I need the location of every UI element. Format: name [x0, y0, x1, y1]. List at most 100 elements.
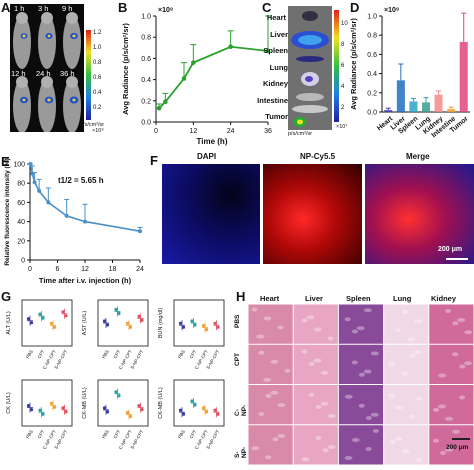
histology-texture: [394, 405, 403, 410]
organ-label-liver: Liver: [270, 29, 288, 39]
time-3h: 3 h: [38, 4, 49, 13]
histology-texture: [438, 373, 447, 378]
histology-texture: [372, 429, 379, 433]
histology-texture: [265, 394, 272, 398]
g-point: [178, 321, 183, 325]
histology-texture: [258, 350, 265, 355]
g-point: [29, 408, 34, 412]
e-xtick-label: 0: [28, 266, 32, 273]
histology-texture: [363, 308, 372, 313]
g-assay-label: CK-MB (U/L): [82, 387, 88, 419]
histology-texture: [459, 364, 466, 369]
mouse-head: [41, 76, 53, 88]
b-xtick-label: 0: [154, 128, 158, 135]
histology-tile: [293, 344, 338, 384]
g-point: [140, 318, 144, 322]
signal-core: [22, 34, 26, 38]
b-ylabel: Avg Radiance (p/s/cm²/sr): [121, 23, 130, 115]
b-ytick-label: 0.6: [141, 56, 151, 63]
g-point: [26, 317, 31, 321]
g-group-label: CPT: [112, 429, 121, 440]
histology-tile: [429, 425, 474, 465]
h-col-heart: Heart: [260, 294, 280, 303]
histology-tile: [384, 385, 429, 425]
e-point: [32, 180, 37, 185]
histology-texture: [406, 337, 415, 342]
g-point: [216, 412, 220, 416]
histology-texture: [433, 407, 440, 412]
g-plot-frame: [97, 379, 149, 427]
f-title-merge: Merge: [406, 152, 430, 161]
mouse-body: [63, 79, 81, 133]
histology-texture: [301, 457, 310, 462]
signal-core: [72, 34, 76, 38]
histology-texture: [351, 329, 358, 334]
e-ytick-label: 0: [21, 258, 25, 265]
organ-label-kidney: Kidney: [262, 79, 288, 88]
histology-texture: [344, 394, 353, 399]
g-assay-label: ALT (U/L): [6, 311, 12, 334]
g-point: [102, 319, 107, 323]
panel-a-colorbar: [86, 30, 91, 120]
g-assay-label: CK-MB (U/L): [158, 387, 164, 419]
e-xtick-label: 6: [56, 266, 60, 273]
histology-texture: [277, 403, 286, 407]
histology-tile: [338, 425, 384, 465]
histology-texture: [351, 438, 360, 442]
d-bar: [409, 101, 418, 112]
histology-texture: [320, 370, 329, 375]
histology-texture: [415, 458, 422, 462]
organ-label-intestine: Intestine: [257, 95, 288, 105]
d-bar: [434, 94, 443, 112]
panel-b-label: B: [118, 0, 128, 15]
panel-h-label: H: [236, 289, 246, 304]
g-point: [125, 321, 130, 325]
g-group-label: CPT: [36, 429, 45, 440]
signal-core: [47, 34, 51, 38]
histology-tile: [293, 304, 338, 344]
d-ytick-label: 0.4: [367, 71, 377, 78]
mouse-body: [13, 15, 31, 69]
g-assay-label: AST (U/L): [82, 311, 88, 336]
histology-tile: [338, 304, 384, 344]
organ-kidney: [296, 93, 324, 101]
a-tick-1: 1.0: [93, 45, 102, 51]
histology-texture: [416, 396, 423, 401]
histology-texture: [401, 371, 408, 376]
b-xtick-label: 24: [227, 128, 235, 135]
b-ytick-label: 0.0: [141, 120, 151, 127]
organ-spleen: [296, 56, 324, 62]
b-ytick-label: 1.0: [141, 14, 151, 21]
organ-label-tumor: Tumor: [265, 112, 288, 121]
e-xtick-label: 12: [81, 266, 89, 273]
b-point: [181, 76, 187, 81]
g-point: [114, 307, 118, 312]
mouse-head: [16, 76, 28, 88]
h-histology-grid: [248, 304, 474, 465]
histology-texture: [320, 401, 329, 406]
chart-b: 0.0 0.2 0.4 0.6 0.8 1.0 0 12 24 36 Time (h) Avg Rad…: [121, 7, 272, 146]
e-ytick-label: 60: [17, 200, 25, 207]
c-tick-3: 4: [341, 84, 345, 90]
histology-texture: [409, 353, 416, 358]
histology-texture: [402, 310, 409, 315]
histology-texture: [251, 446, 260, 451]
histology-texture: [464, 330, 473, 335]
g-point: [64, 410, 68, 414]
b-ytick-label: 0.4: [141, 77, 151, 84]
histology-texture: [459, 395, 466, 400]
mouse-imaging-svg: [13, 12, 81, 133]
g-point: [125, 410, 130, 415]
histology-texture: [301, 318, 308, 323]
e-point: [83, 219, 87, 224]
g-point: [128, 414, 133, 419]
histology-texture: [308, 361, 315, 366]
mouse-head: [66, 12, 78, 24]
d-bar: [421, 102, 431, 112]
e-xtick-label: 24: [136, 266, 144, 273]
time-9h: 9 h: [62, 4, 73, 13]
histology-texture: [284, 368, 291, 373]
c-scale-unit: p/s/cm²/sr: [288, 131, 313, 137]
g-point: [61, 310, 65, 314]
h-col-lung: Lung: [393, 294, 412, 303]
